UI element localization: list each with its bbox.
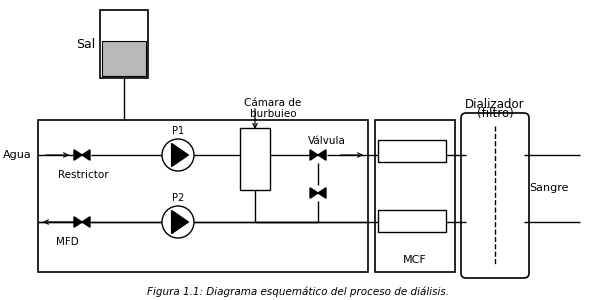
Circle shape	[162, 139, 194, 171]
Text: Agua: Agua	[3, 150, 32, 160]
Bar	[378, 140, 446, 162]
Text: Restrictor: Restrictor	[58, 170, 108, 180]
Polygon shape	[74, 217, 82, 227]
Text: Cámara de: Cámara de	[244, 98, 302, 108]
Polygon shape	[318, 188, 326, 198]
Text: (filtro): (filtro)	[477, 107, 513, 121]
Text: P2: P2	[172, 193, 184, 203]
Polygon shape	[82, 217, 90, 227]
Text: MCF: MCF	[403, 255, 427, 265]
Text: Sal: Sal	[76, 38, 95, 50]
Polygon shape	[310, 188, 318, 198]
Bar	[375, 120, 455, 272]
Text: burbuieo: burbuieo	[250, 109, 296, 119]
Circle shape	[162, 206, 194, 238]
Bar	[378, 210, 446, 232]
Polygon shape	[82, 150, 90, 160]
Text: P1: P1	[172, 126, 184, 136]
Polygon shape	[172, 211, 188, 233]
Polygon shape	[74, 150, 82, 160]
Text: Válvula: Válvula	[308, 136, 346, 146]
Text: MFD: MFD	[56, 237, 79, 247]
Polygon shape	[318, 150, 326, 160]
Bar	[240, 128, 270, 190]
Text: Dializador: Dializador	[465, 98, 525, 110]
Polygon shape	[172, 143, 188, 167]
Bar	[102, 41, 146, 76]
Bar	[100, 10, 148, 78]
Polygon shape	[310, 150, 318, 160]
Text: Figura 1.1: Diagrama esquemático del proceso de diálisis.: Figura 1.1: Diagrama esquemático del pro…	[147, 287, 449, 297]
Bar	[38, 120, 368, 272]
Text: Sangre: Sangre	[529, 183, 569, 193]
